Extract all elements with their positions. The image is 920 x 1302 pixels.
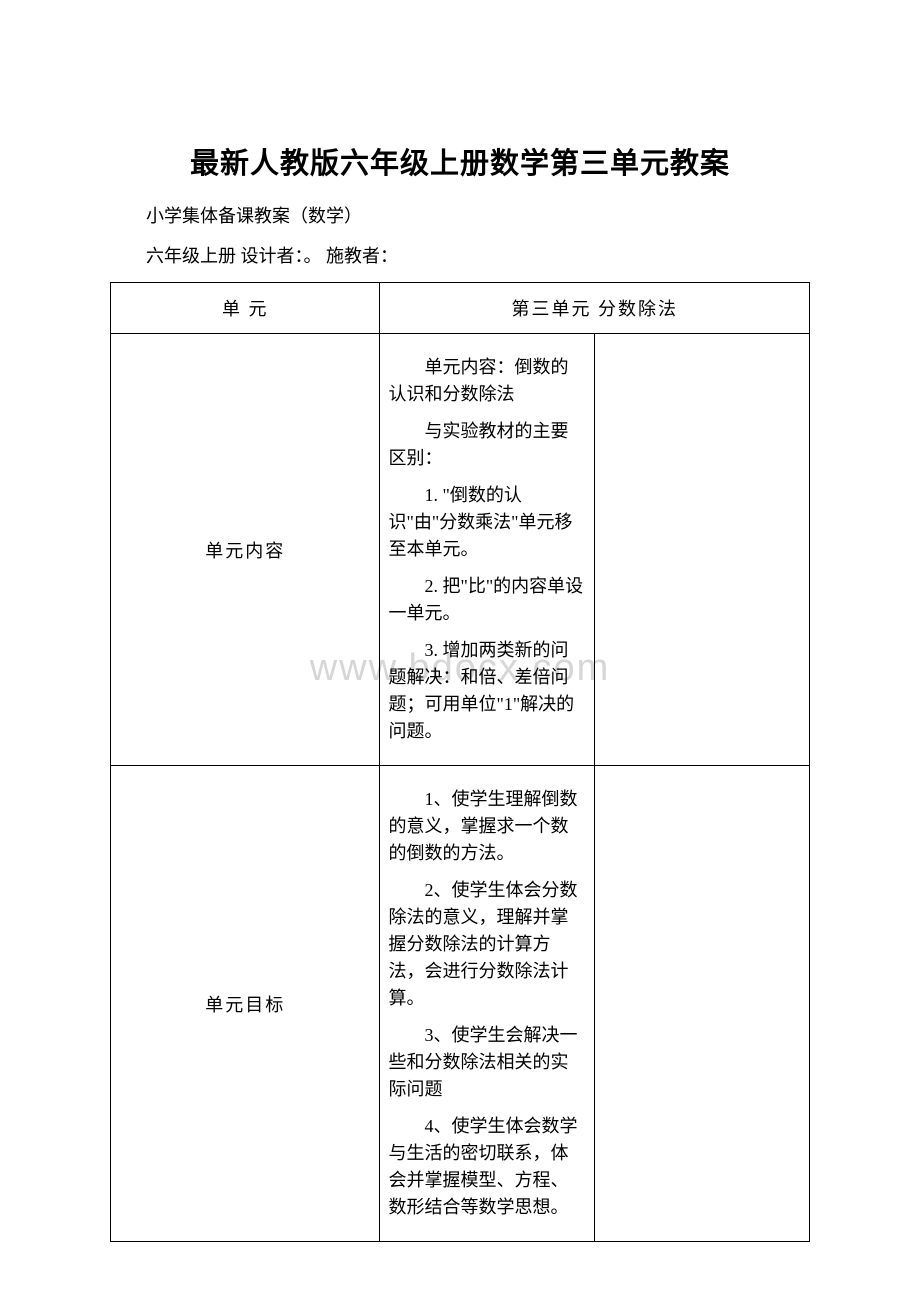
document-title: 最新人教版六年级上册数学第三单元教案 bbox=[110, 140, 810, 182]
content-paragraph: 4、使学生体会数学与生活的密切联系，体会并掌握模型、方程、数形结合等数学思想。 bbox=[388, 1113, 586, 1221]
table-row: 单元目标 1、使学生理解倒数的意义，掌握求一个数的倒数的方法。 2、使学生体会分… bbox=[111, 766, 810, 1242]
table-header-row: 单 元 第三单元 分数除法 bbox=[111, 283, 810, 334]
row-label: 单元内容 bbox=[111, 334, 380, 766]
row-label: 单元目标 bbox=[111, 766, 380, 1242]
content-paragraph: 2. 把"比"的内容单设一单元。 bbox=[388, 573, 586, 627]
content-paragraph: 1. "倒数的认识"由"分数乘法"单元移至本单元。 bbox=[388, 482, 586, 563]
content-paragraph: 3. 增加两类新的问题解决：和倍、差倍问题；可用单位"1"解决的问题。 bbox=[388, 637, 586, 745]
row-content: 1、使学生理解倒数的意义，掌握求一个数的倒数的方法。 2、使学生体会分数除法的意… bbox=[380, 766, 595, 1242]
content-paragraph: 与实验教材的主要区别： bbox=[388, 418, 586, 472]
document-subtitle: 小学集体备课教案（数学） bbox=[110, 202, 810, 228]
content-paragraph: 1、使学生理解倒数的意义，掌握求一个数的倒数的方法。 bbox=[388, 786, 586, 867]
header-content: 第三单元 分数除法 bbox=[380, 283, 810, 334]
content-paragraph: 2、使学生体会分数除法的意义，理解并掌握分数除法的计算方法，会进行分数除法计算。 bbox=[388, 877, 586, 1012]
header-label: 单 元 bbox=[111, 283, 380, 334]
row-empty bbox=[595, 766, 810, 1242]
table-row: 单元内容 单元内容：倒数的认识和分数除法 与实验教材的主要区别： 1. "倒数的… bbox=[111, 334, 810, 766]
document-content: 最新人教版六年级上册数学第三单元教案 小学集体备课教案（数学） 六年级上册 设计… bbox=[110, 140, 810, 1242]
document-meta: 六年级上册 设计者：。 施教者： bbox=[110, 242, 810, 268]
lesson-plan-table: 单 元 第三单元 分数除法 单元内容 单元内容：倒数的认识和分数除法 与实验教材… bbox=[110, 282, 810, 1242]
row-content: 单元内容：倒数的认识和分数除法 与实验教材的主要区别： 1. "倒数的认识"由"… bbox=[380, 334, 595, 766]
content-paragraph: 单元内容：倒数的认识和分数除法 bbox=[388, 354, 586, 408]
content-paragraph: 3、使学生会解决一些和分数除法相关的实际问题 bbox=[388, 1022, 586, 1103]
row-empty bbox=[595, 334, 810, 766]
